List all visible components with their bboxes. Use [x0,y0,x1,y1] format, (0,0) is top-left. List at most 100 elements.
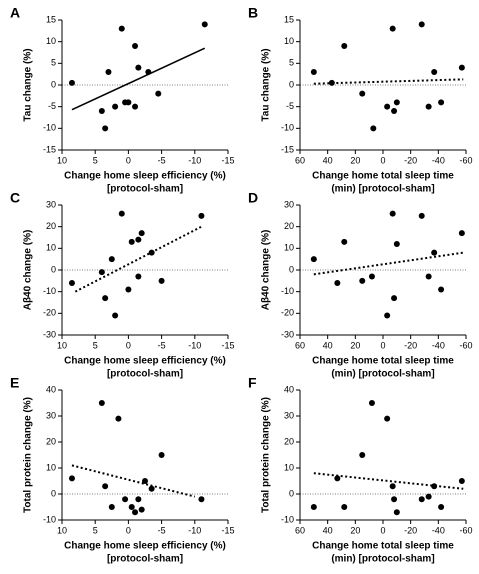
y-tick-label: 10 [46,462,56,472]
x-axis-label: Change home total sleep time [312,356,454,367]
point [418,496,425,503]
point [384,103,391,110]
fit-line [71,464,196,498]
x-axis-label: Change home total sleep time [312,541,454,552]
point [128,504,135,510]
x-tick-label: 5 [93,525,98,535]
point [105,69,112,75]
x-axis-label: Change home sleep efficiency (%) [64,541,226,552]
point [132,509,139,516]
point [391,295,398,302]
y-tick-label: 30 [284,199,294,209]
x-tick-label: -60 [459,155,472,165]
x-axis-label: Change home sleep efficiency (%) [64,171,226,182]
point [125,99,132,106]
point [128,238,135,245]
y-tick-label: 30 [46,199,56,209]
x-axis-label: (min) [protocol-sham] [331,554,434,565]
point [132,43,139,49]
y-tick-label: -30 [43,329,56,339]
point [425,273,432,280]
x-tick-label: -60 [459,525,472,535]
x-axis-label: [protocol-sham] [107,554,183,565]
point [138,230,145,237]
x-tick-label: 60 [295,155,305,165]
point [425,493,432,500]
y-tick-label: 10 [46,243,56,253]
x-tick-label: -20 [404,155,417,165]
panel-label: B [248,5,258,21]
y-tick-label: 20 [284,221,294,231]
y-tick-label: 0 [51,488,56,498]
point [438,504,445,510]
point [393,509,400,516]
point [118,25,125,32]
y-tick-label: -15 [281,144,294,154]
point [135,496,142,503]
point [108,504,115,510]
point [98,108,105,114]
x-tick-label: -60 [459,340,472,350]
point [118,210,125,217]
x-axis-label: [protocol-sham] [107,184,183,195]
x-tick-label: -5 [158,155,166,165]
y-tick-label: 0 [289,79,294,89]
point [102,483,109,490]
point [198,496,205,503]
point [135,236,142,243]
y-tick-label: 20 [46,436,56,446]
point [393,241,400,247]
point [431,249,438,256]
y-tick-label: 10 [284,36,294,46]
y-tick-label: -30 [281,329,294,339]
point [393,99,400,106]
point [142,478,148,484]
point [148,485,155,492]
point [68,475,75,482]
x-tick-label: -10 [188,155,201,165]
point [310,69,317,75]
y-tick-label: 10 [46,36,56,46]
x-tick-label: -15 [221,525,234,535]
point [391,496,398,503]
point [425,103,432,110]
x-tick-label: -40 [432,155,445,165]
point [341,504,348,510]
fit-line [313,251,464,276]
point [138,506,145,513]
y-tick-label: 15 [46,14,56,24]
x-tick-label: 5 [93,155,98,165]
x-axis-label: [protocol-sham] [107,369,183,380]
y-tick-label: -10 [281,286,294,296]
point [122,496,129,503]
x-tick-label: -5 [158,525,166,535]
point [438,99,445,106]
x-tick-label: -40 [432,525,445,535]
y-axis-label: Tau change (%) [23,48,34,121]
x-tick-label: -20 [404,525,417,535]
x-tick-label: 0 [126,525,131,535]
point [384,312,391,319]
y-axis-label: Aβ40 change (%) [23,230,34,311]
x-axis-label: (min) [protocol-sham] [331,184,434,195]
y-tick-label: 0 [289,488,294,498]
x-tick-label: 10 [57,340,67,350]
x-tick-label: 5 [93,340,98,350]
fit-line [313,78,464,85]
panel-label: D [248,190,258,206]
panel-label: A [10,5,20,21]
y-tick-label: -10 [43,286,56,296]
point [458,230,465,237]
x-tick-label: 20 [350,525,360,535]
point [135,273,142,280]
point [68,79,75,86]
point [112,103,119,110]
y-tick-label: 15 [284,14,294,24]
y-tick-label: -10 [281,514,294,524]
x-tick-label: 0 [380,340,385,350]
fit-line [71,47,206,111]
y-tick-label: 40 [284,384,294,394]
y-tick-label: 10 [284,462,294,472]
